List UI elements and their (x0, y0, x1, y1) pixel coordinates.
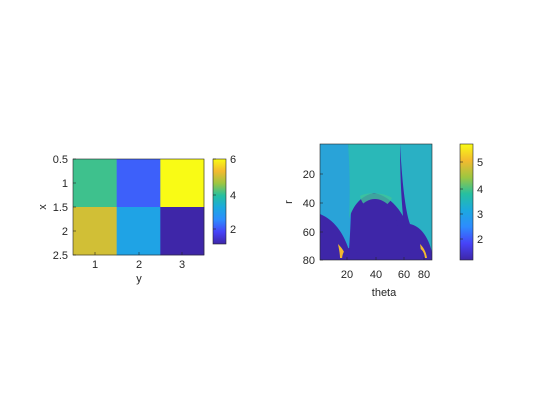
colorbar-2-tick-1: 3 (477, 209, 483, 221)
colorbar-2-tick-2: 4 (477, 184, 483, 196)
heatmap-1-xlabel: y (136, 273, 142, 285)
heatmap-2-field (320, 144, 432, 260)
heatmap-2-ylabel: r (283, 200, 295, 204)
field-dome-right (409, 248, 425, 260)
heatmap-1: 0.5 1 1.5 2 2.5 1 2 3 y x (37, 154, 205, 285)
heatmap-2-xtick-3: 80 (418, 269, 430, 281)
colorbar-1-tick-2: 6 (230, 154, 236, 166)
colorbar-1-tick-0: 2 (230, 224, 236, 236)
heatmap-cell-r2-c2 (116, 207, 161, 256)
heatmap-1-xtick-1: 2 (136, 259, 142, 271)
heatmap-2-ytick-3: 80 (303, 255, 315, 267)
heatmap-2-xlabel: theta (372, 287, 397, 299)
heatmap-1-ytick-0: 0.5 (53, 154, 68, 166)
heatmap-1-xtick-0: 1 (92, 259, 98, 271)
heatmap-cell-r1-c1 (73, 159, 117, 208)
heatmap-2-ytick-2: 60 (303, 227, 315, 239)
colorbar-1-bar (212, 158, 227, 245)
heatmap-1-ticks (73, 158, 183, 256)
colorbar-2: 2 3 4 5 (459, 143, 483, 261)
field-region-right (400, 144, 432, 252)
field-dome-center (352, 199, 398, 260)
colorbar-1: 2 4 6 (212, 154, 236, 245)
heatmap-2-xtick-0: 20 (341, 269, 353, 281)
colorbar-2-tick-3: 5 (477, 157, 483, 169)
field-dome-left (342, 248, 358, 260)
heatmap-cell-r2-c3 (160, 207, 205, 256)
heatmap-2: 20 40 60 80 20 40 60 80 theta r (283, 143, 433, 299)
heatmap-1-xtick-2: 3 (179, 259, 185, 271)
heatmap-1-ytick-4: 2.5 (53, 250, 68, 262)
field-region-left (320, 144, 352, 250)
colorbar-2-tick-0: 2 (477, 234, 483, 246)
heatmap-1-ylabel: x (37, 204, 49, 210)
heatmap-2-xtick-1: 40 (370, 269, 382, 281)
heatmap-1-cells (73, 159, 205, 256)
heatmap-cell-r1-c2 (116, 159, 161, 208)
heatmap-1-ytick-3: 2 (62, 226, 68, 238)
field-region-center (348, 144, 403, 219)
colorbar-2-bar (459, 143, 474, 261)
heatmap-1-ytick-1: 1 (62, 178, 68, 190)
heatmap-2-ticks (320, 173, 425, 261)
colorbar-1-ticks (213, 158, 216, 230)
heatmap-2-xtick-2: 60 (398, 269, 410, 281)
heatmap-cell-r1-c3 (160, 159, 205, 208)
heatmap-cell-r2-c1 (73, 207, 117, 256)
heatmap-1-ytick-2: 1.5 (53, 202, 68, 214)
colorbar-2-ticks (460, 161, 463, 240)
heatmap-2-ytick-0: 20 (303, 169, 315, 181)
colorbar-1-tick-1: 4 (230, 190, 236, 202)
heatmap-2-ytick-1: 40 (303, 198, 315, 210)
